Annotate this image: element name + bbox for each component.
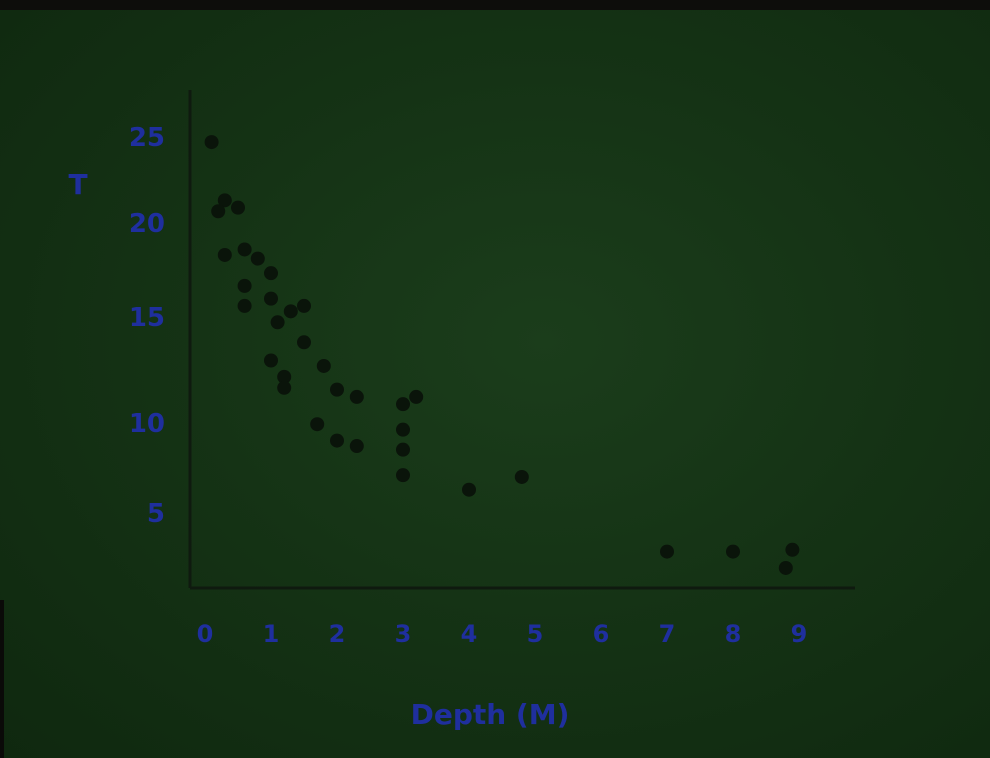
data-point [237,242,252,257]
data-point [211,204,226,219]
data-point [264,291,278,306]
data-point [277,369,292,384]
data-point [330,382,344,397]
x-tick-label: 2 [329,620,346,648]
data-point [231,200,245,215]
data-point [237,298,252,313]
data-point [349,389,364,404]
top-border [0,0,990,10]
y-tick-label: 20 [129,209,165,239]
data-point [277,380,292,395]
y-axis-title: T [68,168,87,201]
data-point [297,335,311,350]
x-tick-label: 6 [593,620,610,648]
x-tick-label: 9 [791,620,808,648]
x-tick-label: 0 [197,620,214,648]
data-point [409,389,424,404]
y-tick-label: 15 [129,303,165,333]
data-point [316,358,331,373]
data-point [514,469,529,484]
y-tick-label: 25 [129,123,165,153]
data-point [396,422,410,437]
x-tick-label: 3 [395,620,412,648]
data-points [204,135,800,575]
data-point [270,315,285,330]
data-point [283,304,298,319]
data-point [726,544,740,559]
x-tick-label: 4 [461,620,478,648]
y-tick-label: 5 [147,499,165,529]
data-point [297,298,311,313]
data-point [660,544,674,559]
data-point [330,433,344,448]
data-point [217,247,232,262]
data-point [396,442,410,457]
x-tick-labels: 0 1 2 3 4 5 6 7 8 9 [197,620,808,648]
x-tick-label: 8 [725,620,742,648]
data-point [217,193,232,208]
data-point [237,278,252,293]
data-point [204,135,219,150]
data-point [778,560,793,575]
data-point [785,542,800,557]
data-point [310,417,325,432]
x-axis-title: Depth (M) [411,698,570,731]
data-point [396,468,410,483]
data-point [264,266,278,281]
data-point [349,439,364,454]
data-point [250,251,265,266]
data-point [462,482,476,497]
data-point [264,353,278,368]
x-tick-label: 1 [263,620,280,648]
left-border [0,600,4,758]
x-tick-label: 7 [659,620,676,648]
y-tick-label: 10 [129,409,165,439]
data-point [396,397,410,412]
y-tick-labels: 25 20 15 10 5 [129,123,165,529]
x-tick-label: 5 [527,620,544,648]
